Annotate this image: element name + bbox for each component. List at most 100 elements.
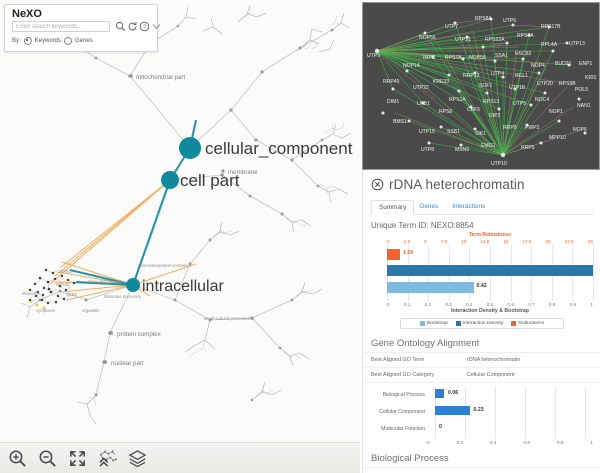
tree-subclusters <box>20 4 352 425</box>
gene-nodes[interactable] <box>374 17 587 158</box>
tick: 0 <box>387 239 390 244</box>
svg-text:NOP56: NOP56 <box>419 35 436 41</box>
refresh-icon[interactable] <box>127 21 138 32</box>
ontology-tree-view[interactable]: RPS1A DPS15 SSB1 cytoplasm ribosome mito… <box>0 0 360 473</box>
svg-text:SSA1: SSA1 <box>495 53 508 59</box>
term-info-panel[interactable]: rDNA heterochromatin Summary Genes Inter… <box>362 170 600 473</box>
close-circle-icon[interactable] <box>371 178 384 191</box>
app-title: NeXO <box>12 8 42 20</box>
tick: 1 <box>590 441 593 446</box>
tick: 0.3 <box>445 302 452 307</box>
svg-text:ribosome: ribosome <box>22 291 40 296</box>
bar-robustness[interactable] <box>387 249 401 260</box>
view-toolbar[interactable] <box>0 442 360 473</box>
tab-interactions[interactable]: Interactions <box>452 203 486 210</box>
tick: 20 <box>545 239 551 244</box>
help-icon[interactable]: ? <box>139 21 150 32</box>
chevron-down-icon[interactable] <box>151 21 162 32</box>
tree-leaf-nodes <box>38 24 334 402</box>
svg-text:BUD21: BUD21 <box>555 61 572 67</box>
svg-text:BMS1: BMS1 <box>393 119 407 125</box>
chart1-legend[interactable]: Bootstrap Interaction Density Robustness <box>400 318 564 329</box>
svg-text:KRE33: KRE33 <box>433 79 449 85</box>
zoom-in-icon[interactable] <box>8 449 27 468</box>
search-icon[interactable] <box>115 21 126 32</box>
svg-text:nuclear part: nuclear part <box>111 360 144 367</box>
tick: 22.5 <box>564 239 574 244</box>
tree-label-dots <box>103 74 225 364</box>
tick: 1 <box>590 302 593 307</box>
tick: 0.4 <box>489 441 497 446</box>
svg-text:RRP5: RRP5 <box>521 145 535 151</box>
tick: 5 <box>424 239 427 244</box>
highlighted-node-intracellular[interactable]: intracellular <box>126 278 224 295</box>
collapse-network-icon[interactable] <box>98 449 118 468</box>
svg-text:KRI1: KRI1 <box>585 75 596 81</box>
svg-text:RRP12: RRP12 <box>463 73 480 79</box>
bar-biological-process[interactable] <box>435 389 444 398</box>
svg-text:RPS9B: RPS9B <box>559 81 576 87</box>
chart1-xlabel: Interaction Density & Bootstrap <box>451 308 529 314</box>
gene-network-svg[interactable]: UTP9 UTP10 RPS8A UTP7 UTP6 NOP56 RPS17B … <box>363 3 599 169</box>
bar-cellular-component[interactable] <box>435 406 470 415</box>
svg-text:UTP21: UTP21 <box>455 37 471 43</box>
svg-text:protein complex: protein complex <box>117 331 162 338</box>
gene-interaction-network[interactable]: UTP9 UTP10 RPS8A UTP7 UTP6 NOP56 RPS17B … <box>362 2 600 170</box>
gene-edges-green-hub2 <box>392 18 560 156</box>
svg-text:NAN1: NAN1 <box>577 103 591 109</box>
legend-bootstrap[interactable]: Bootstrap <box>419 321 448 326</box>
highlighted-node-cellular-component[interactable]: cellular_component <box>179 137 353 159</box>
bar-interaction-density[interactable] <box>387 265 593 276</box>
panel-tabs[interactable]: Summary Genes Interactions <box>371 199 593 215</box>
zoom-out-icon[interactable] <box>38 449 57 468</box>
tree-secondary-labels: mitochondrial part membrane protein comp… <box>82 74 258 367</box>
tick: 0.2 <box>456 441 464 446</box>
svg-text:UTP4: UTP4 <box>491 71 504 77</box>
svg-text:RPS1A: RPS1A <box>60 269 74 274</box>
svg-text:NOP6: NOP6 <box>573 127 587 133</box>
tab-summary[interactable]: Summary <box>371 200 415 215</box>
svg-text:UTP10: UTP10 <box>491 161 507 167</box>
svg-text:mitochondrial part: mitochondrial part <box>136 74 185 81</box>
ontology-tree-svg[interactable]: RPS1A DPS15 SSB1 cytoplasm ribosome mito… <box>0 0 360 473</box>
radio-genes[interactable] <box>64 37 73 45</box>
gene-labels: UTP9 UTP10 RPS8A UTP7 UTP6 NOP56 RPS17B … <box>367 16 596 167</box>
bar-bootstrap-value: 0.42 <box>476 283 487 289</box>
tick: 0.1 <box>403 302 411 307</box>
radio-keywords[interactable] <box>23 37 32 45</box>
legend-interaction-density[interactable]: Interaction Density <box>455 321 503 326</box>
search-panel[interactable]: NeXO ? By: Keywords Genes <box>4 4 161 52</box>
tab-genes[interactable]: Genes <box>419 203 439 210</box>
bar-robustness-value: 1.59 <box>403 250 414 256</box>
svg-text:HSC82: HSC82 <box>515 51 532 57</box>
svg-text:cytoplasm: cytoplasm <box>36 308 56 313</box>
search-input[interactable] <box>12 21 110 32</box>
highlighted-node-cell-part[interactable]: cell part <box>161 171 240 190</box>
panel-header: rDNA heterochromatin <box>363 170 600 194</box>
svg-text:LRB1: LRB1 <box>417 101 430 107</box>
layers-icon[interactable] <box>128 449 147 468</box>
svg-text:RRP9: RRP9 <box>503 125 517 131</box>
svg-text:RPS8A: RPS8A <box>475 16 492 22</box>
svg-text:?: ? <box>143 25 146 31</box>
tick: 0.7 <box>528 302 535 307</box>
svg-text:RCL1: RCL1 <box>515 73 528 79</box>
tick: 0.2 <box>424 302 431 307</box>
svg-text:ribosomal subunit: ribosomal subunit <box>88 279 122 284</box>
go-alignment-heading: Gene Ontology Alignment <box>363 329 600 353</box>
search-by-label: By: <box>12 38 21 44</box>
legend-robustness[interactable]: Robustness <box>511 321 544 326</box>
svg-text:NOC4: NOC4 <box>535 97 549 103</box>
chart1-title: Term Robustness <box>469 232 511 238</box>
cat-molecular-function: Molecular Function <box>381 426 425 432</box>
biological-process-heading: Biological Process <box>363 446 600 468</box>
bar-bootstrap[interactable] <box>387 282 474 293</box>
tick: 0.9 <box>569 302 577 307</box>
fit-screen-icon[interactable] <box>68 449 87 468</box>
svg-text:intracellular: intracellular <box>142 278 224 295</box>
page-title: rDNA heterochromatin <box>389 177 525 192</box>
svg-text:DIP2: DIP2 <box>489 113 500 119</box>
svg-text:POL5: POL5 <box>575 87 588 93</box>
svg-text:MSN5: MSN5 <box>455 147 469 153</box>
